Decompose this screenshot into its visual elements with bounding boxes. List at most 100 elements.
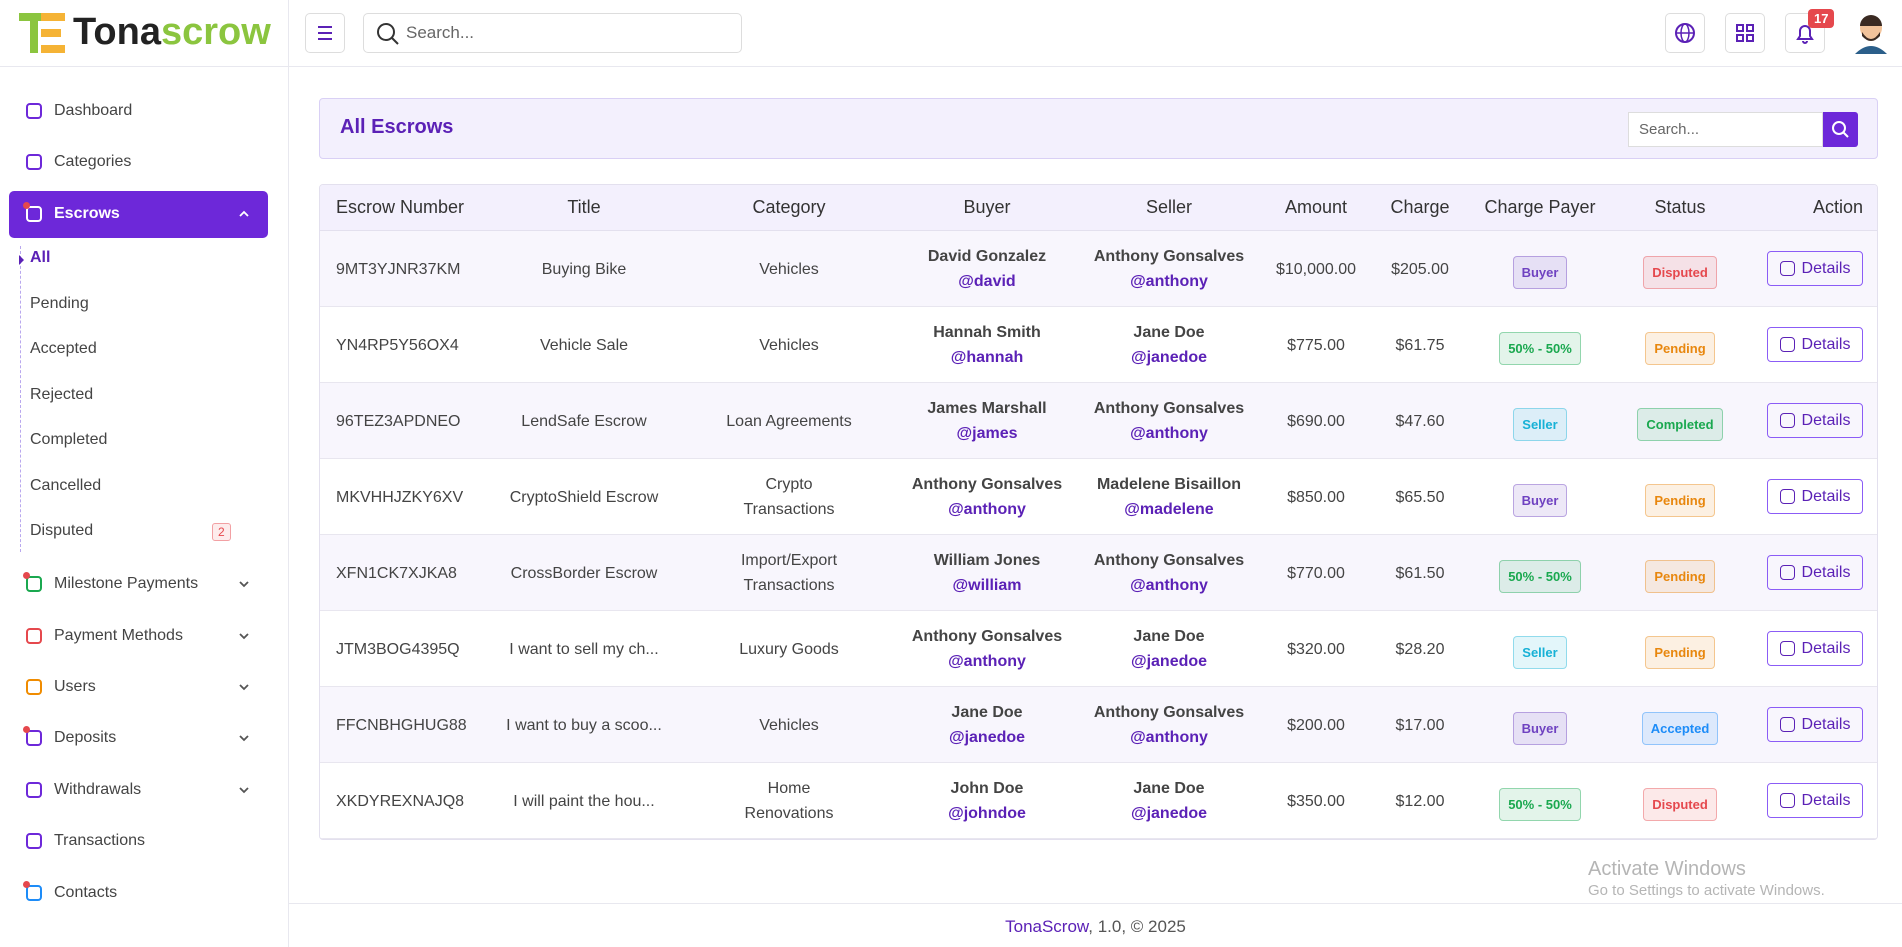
details-button[interactable]: Details — [1767, 631, 1863, 666]
submenu-item[interactable]: Disputed — [30, 522, 94, 539]
menu-item[interactable]: Escrows — [23, 202, 256, 226]
cell-amount: $200.00 — [1287, 716, 1345, 734]
avatar[interactable] — [1851, 12, 1891, 54]
details-button[interactable]: Details — [1767, 403, 1863, 438]
footer-border — [289, 903, 1902, 904]
menu-item[interactable]: Withdrawals — [26, 778, 256, 802]
seller-username[interactable]: @janedoe — [1130, 805, 1208, 822]
buyer-username[interactable]: @johndoe — [948, 805, 1026, 822]
menu-icon — [26, 103, 42, 119]
submenu-item[interactable]: Accepted — [30, 340, 97, 357]
seller-username[interactable]: @janedoe — [1130, 349, 1208, 366]
buyer-name: Jane Doe — [951, 704, 1023, 721]
charge-payer-badge: Seller — [1513, 636, 1567, 669]
column-header: Charge Payer — [1484, 197, 1596, 217]
menu-item[interactable]: Contacts — [23, 881, 256, 905]
seller-username[interactable]: @anthony — [1130, 273, 1208, 290]
buyer-name: David Gonzalez — [927, 248, 1047, 265]
footer-brand[interactable]: TonaScrow — [1005, 917, 1089, 936]
cell-charge: $17.00 — [1395, 716, 1445, 734]
cell-charge: $47.60 — [1395, 412, 1445, 430]
column-header: Action — [1812, 197, 1863, 217]
details-button[interactable]: Details — [1767, 251, 1863, 286]
submenu-item[interactable]: All — [30, 249, 51, 266]
status-badge: Pending — [1645, 332, 1715, 365]
search-box[interactable]: Search... — [363, 13, 742, 53]
details-button[interactable]: Details — [1767, 479, 1863, 514]
submenu-item[interactable]: Cancelled — [30, 476, 102, 494]
column-header: Amount — [1284, 197, 1348, 217]
buyer-name: William Jones — [933, 552, 1041, 569]
cell-category: Vehicles — [724, 231, 854, 307]
cell-charge-payer: Buyer — [1470, 712, 1610, 745]
category-text: Vehicles — [759, 260, 819, 278]
footer-text: , 1.0, © 2025 — [1088, 917, 1186, 936]
bell-icon — [1796, 25, 1814, 44]
seller-username[interactable]: @anthony — [1130, 425, 1208, 442]
details-button[interactable]: Details — [1767, 555, 1863, 590]
menu-item[interactable]: Categories — [26, 150, 256, 174]
cell-seller: Anthony Gonsalves @anthony — [1069, 700, 1269, 750]
seller-username[interactable]: @janedoe — [1130, 653, 1208, 670]
submenu-item[interactable]: Completed — [30, 431, 108, 448]
details-button[interactable]: Details — [1767, 327, 1863, 362]
buyer-username[interactable]: @william — [952, 577, 1022, 594]
menu-icon — [23, 202, 42, 222]
cell-buyer: James Marshall @james — [887, 396, 1087, 446]
buyer-username[interactable]: @david — [958, 273, 1016, 290]
cell-title: I want to sell my ch... — [509, 640, 659, 658]
details-label: Details — [1801, 335, 1851, 353]
menu-item[interactable]: Milestone Payments — [23, 572, 256, 596]
table-search[interactable]: Search... — [1628, 112, 1823, 147]
cell-title: I want to buy a scoo... — [506, 716, 662, 734]
apps-button[interactable] — [1725, 13, 1765, 53]
category-text: Home Renovations — [744, 780, 834, 822]
seller-username[interactable]: @anthony — [1130, 577, 1208, 594]
category-text: Import/Export Transactions — [740, 552, 838, 594]
status-badge: Pending — [1645, 636, 1715, 669]
menu-item[interactable]: Transactions — [26, 829, 256, 853]
cell-buyer: Hannah Smith @hannah — [887, 320, 1087, 370]
menu-item[interactable]: Payment Methods — [26, 624, 256, 648]
info-icon — [1779, 793, 1795, 808]
menu-toggle[interactable] — [305, 13, 345, 53]
category-text: Luxury Goods — [739, 640, 839, 658]
status-badge: Disputed — [1643, 256, 1717, 289]
notification-button[interactable] — [1785, 13, 1825, 53]
menu-icon — [23, 726, 42, 746]
charge-payer-badge: Buyer — [1512, 484, 1568, 517]
details-button[interactable]: Details — [1767, 783, 1863, 818]
table-search-button[interactable] — [1823, 112, 1858, 147]
cell-buyer: Anthony Gonsalves @anthony — [887, 472, 1087, 522]
table-row: JTM3BOG4395Q I want to sell my ch... Luxur… — [320, 611, 1877, 687]
menu-item[interactable]: Users — [26, 675, 256, 699]
cell-status: Accepted — [1610, 712, 1750, 745]
cell-status: Pending — [1610, 484, 1750, 517]
cell-charge: $28.20 — [1395, 640, 1445, 658]
seller-username[interactable]: @anthony — [1130, 729, 1208, 746]
seller-name: Jane Doe — [1133, 780, 1205, 797]
cell-seller: Madelene Bisaillon @madelene — [1069, 472, 1269, 522]
submenu-item[interactable]: Pending — [30, 294, 89, 312]
cell-amount: $770.00 — [1287, 564, 1345, 582]
cell-amount: $775.00 — [1287, 336, 1345, 354]
menu-label: Deposits — [54, 729, 117, 746]
seller-username[interactable]: @madelene — [1124, 501, 1214, 518]
escrow-table: Escrow Number Title Category Buyer Seller Amo… — [319, 184, 1878, 840]
cell-seller: Anthony Gonsalves @anthony — [1069, 244, 1269, 294]
page-header: All Escrows Search... — [319, 98, 1878, 159]
submenu-item[interactable]: Rejected — [30, 385, 94, 403]
buyer-username[interactable]: @james — [956, 425, 1018, 442]
buyer-username[interactable]: @hannah — [950, 349, 1024, 366]
menu-item[interactable]: Dashboard — [26, 99, 256, 123]
details-button[interactable]: Details — [1767, 707, 1863, 742]
buyer-username[interactable]: @anthony — [948, 501, 1026, 518]
buyer-username[interactable]: @anthony — [948, 653, 1026, 670]
menu-icon — [23, 572, 42, 592]
language-button[interactable] — [1665, 13, 1705, 53]
menu-item[interactable]: Deposits — [23, 726, 256, 750]
count-badge: 2 — [212, 523, 231, 541]
buyer-username[interactable]: @janedoe — [948, 729, 1026, 746]
cell-escrow-number: XFN1CK7XJKA8 — [336, 564, 457, 582]
charge-payer-badge: 50% - 50% — [1499, 560, 1581, 593]
